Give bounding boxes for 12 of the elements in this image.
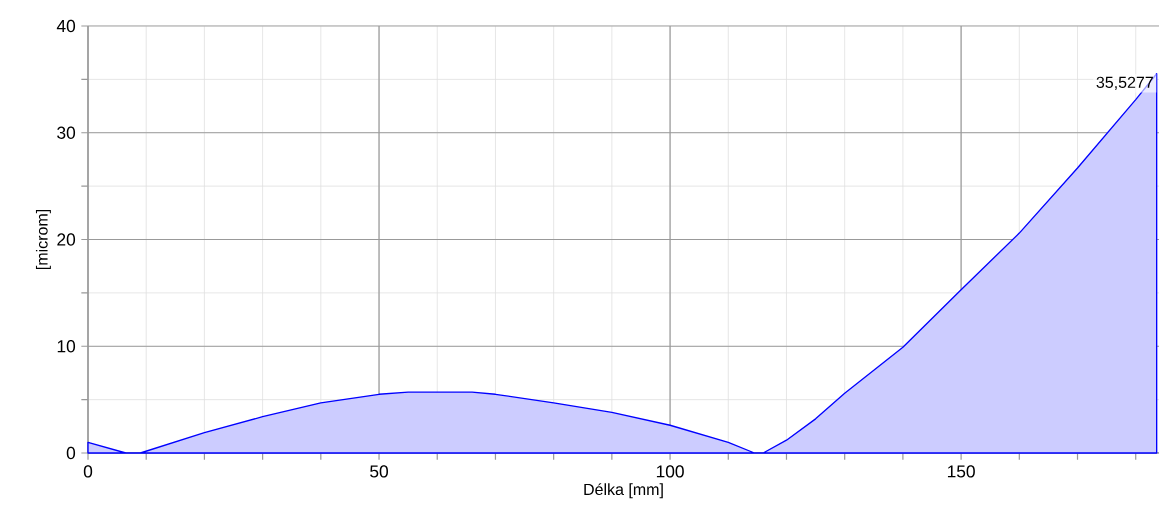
y-tick-label: 40 xyxy=(56,19,76,33)
y-axis-title: [microm] xyxy=(35,209,51,270)
y-tick-label: 10 xyxy=(57,340,76,353)
x-tick-label: 100 xyxy=(656,465,684,478)
x-tick-label: 50 xyxy=(370,465,388,478)
x-axis-title: Délka [mm] xyxy=(584,483,663,499)
annotation: 35,5277 xyxy=(1096,76,1153,90)
y-tick-label: 0 xyxy=(66,446,76,460)
x-tick-label: 0 xyxy=(83,465,93,478)
y-tick-label: 30 xyxy=(57,126,76,139)
y-tick-label: 20 xyxy=(57,233,76,246)
x-tick-label: 150 xyxy=(947,465,975,478)
